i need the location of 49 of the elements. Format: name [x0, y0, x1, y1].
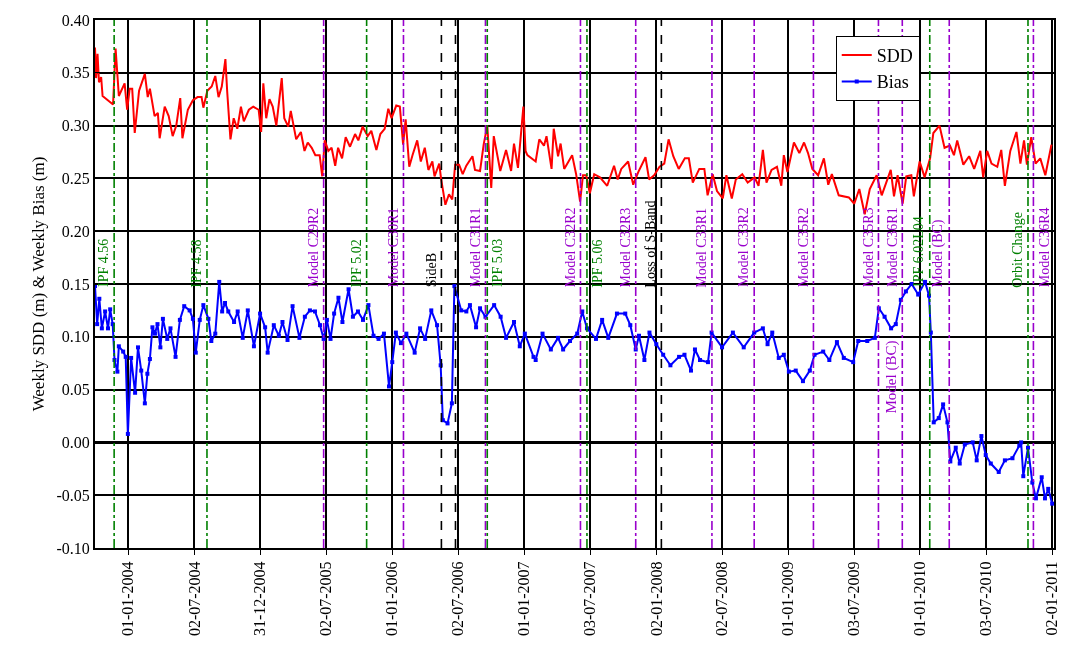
ref-line-label: IPF 6.02L04: [911, 216, 927, 288]
x-tick-label: 01-01-2006: [383, 561, 401, 637]
ref-line-label: Model C33R1: [694, 207, 710, 288]
y-tick-label: 0.40: [61, 11, 90, 29]
ref-line-label: Model C33R2: [736, 207, 752, 287]
x-tick-label: 02-01-2008: [647, 561, 665, 637]
ref-line-label: Model C30R1: [385, 207, 401, 288]
ref-line-label: Model (BC): [929, 219, 946, 288]
x-tick-label: 01-01-2004: [119, 561, 137, 637]
y-tick-label: 0.15: [61, 275, 90, 293]
y-tick-label: 0.10: [61, 328, 90, 346]
y-tick-label: 0.35: [61, 64, 90, 82]
ref-line-label: IPF 5.06: [590, 239, 606, 288]
ref-line-label: IPF 4.58: [189, 239, 205, 288]
ref-line-label: Model C35R2: [795, 207, 811, 288]
x-tick-label: 01-01-2009: [779, 561, 797, 637]
ref-line-label: IPF 5.02: [348, 239, 364, 288]
x-tick-label: 01-01-2010: [911, 561, 929, 637]
y-tick-label: 0.30: [61, 117, 90, 135]
x-tick-label: 02-07-2004: [185, 561, 203, 637]
x-tick-label: 03-07-2007: [581, 561, 599, 637]
y-tick-label: -0.10: [56, 539, 90, 557]
ref-line-label: Model C32R3: [617, 207, 633, 288]
y-tick-label: 0.05: [61, 381, 90, 399]
y-tick-label: 0.25: [61, 170, 90, 187]
ref-line-label: Model C31R1: [467, 207, 483, 288]
x-tick-label: 02-07-2005: [317, 561, 335, 637]
legend-label: Bias: [876, 72, 909, 93]
x-tick-label: 03-07-2009: [845, 561, 863, 637]
ref-line-label: IPF 4.56: [96, 238, 112, 287]
ref-line-label: IPF 5.03: [490, 238, 506, 288]
annotation: Model (BC): [882, 340, 900, 414]
y-tick-label: 0.00: [61, 434, 90, 451]
x-tick-label: 01-01-2007: [515, 561, 533, 637]
ref-line-label: Model C29R2: [305, 207, 321, 288]
x-tick-label: 02-07-2008: [713, 561, 731, 637]
ref-line-label: Model C36R1: [884, 207, 900, 288]
x-tick-label: 02-07-2006: [449, 561, 467, 637]
legend-label: SDD: [876, 46, 913, 67]
y-tick-label: -0.05: [56, 486, 90, 504]
ref-line-label: Model C36R4: [1036, 207, 1052, 288]
x-tick-label: 02-01-2011: [1043, 561, 1061, 636]
ref-line-label: Model C32R2: [562, 207, 578, 288]
y-tick-label: 0.20: [61, 222, 90, 240]
ref-line-label: Model C35R3: [860, 207, 876, 288]
x-tick-label: 31-12-2004: [251, 561, 269, 637]
y-axis-title: Weekly SDD (m) & Weekly Bias (m): [28, 156, 48, 412]
ref-line-label: Orbit Change: [1010, 211, 1026, 288]
x-tick-label: 03-07-2010: [977, 561, 995, 637]
